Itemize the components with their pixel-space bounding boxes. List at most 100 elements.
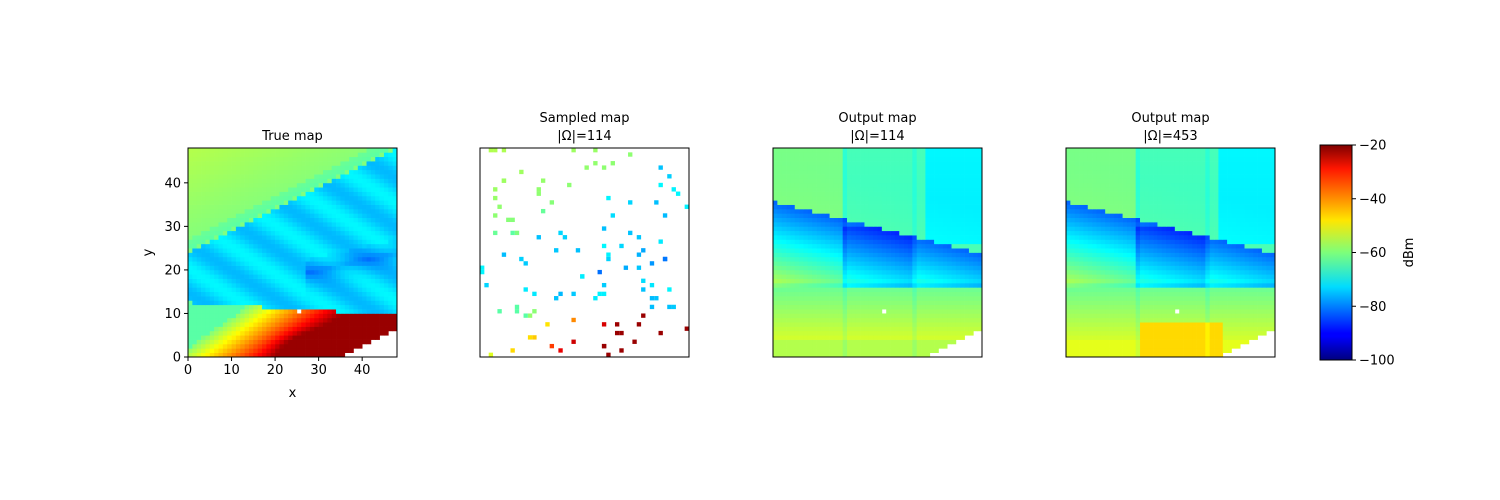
heatmap-cell (209, 265, 215, 271)
heatmap-cell (1105, 330, 1110, 336)
heatmap-cell (820, 252, 826, 258)
heatmap-cell (296, 348, 302, 353)
heatmap-cell (773, 208, 778, 214)
heatmap-cell (1092, 339, 1097, 345)
heatmap-cell (379, 226, 385, 232)
heatmap-cell (847, 222, 852, 227)
heatmap-cell (938, 195, 944, 201)
heatmap-cell (227, 252, 232, 258)
heatmap-cell (973, 217, 978, 223)
heatmap-cell (842, 195, 848, 201)
heatmap-cell (218, 169, 224, 175)
heatmap-cell (877, 309, 883, 314)
heatmap-cell (855, 187, 861, 192)
heatmap-cell (322, 148, 328, 153)
heatmap-cell (807, 335, 813, 340)
heatmap-cell (222, 269, 228, 275)
heatmap-cell (942, 287, 948, 293)
heatmap-cell (1122, 352, 1128, 358)
heatmap-cell (1157, 330, 1163, 336)
sample-point (567, 182, 572, 188)
heatmap-cell (803, 339, 809, 345)
heatmap-cell (947, 213, 952, 219)
heatmap-cell (301, 256, 306, 262)
heatmap-cell (873, 269, 878, 275)
heatmap-cell (881, 178, 887, 184)
heatmap-cell (248, 330, 254, 336)
heatmap-cell (790, 339, 796, 345)
heatmap-cell (253, 230, 259, 236)
heatmap-cell (929, 161, 935, 166)
sample-point (641, 278, 646, 283)
heatmap-cell (392, 230, 398, 236)
heatmap-cell (314, 309, 319, 314)
heatmap-cell (947, 148, 952, 153)
heatmap-cell (327, 278, 333, 284)
heatmap-cell (1214, 335, 1219, 340)
heatmap-cell (1214, 348, 1219, 353)
heatmap-cell (379, 222, 385, 227)
heatmap-cell (327, 165, 333, 171)
heatmap-cell (244, 156, 250, 162)
heatmap-cell (262, 348, 267, 353)
heatmap-cell (1140, 339, 1145, 345)
heatmap-cell (894, 278, 900, 284)
heatmap-cell (379, 252, 385, 258)
heatmap-cell (847, 204, 852, 210)
heatmap-cell (1261, 326, 1267, 332)
heatmap-cell (820, 152, 826, 158)
heatmap-cell (240, 330, 245, 336)
heatmap-cell (192, 200, 198, 205)
heatmap-cell (383, 322, 389, 327)
heatmap-cell (209, 235, 215, 240)
heatmap-cell (977, 317, 983, 323)
heatmap-cell (786, 161, 791, 166)
heatmap-cell (192, 230, 198, 236)
heatmap-cell (235, 282, 241, 288)
heatmap-cell (825, 317, 830, 323)
heatmap-cell (196, 282, 202, 288)
heatmap-cell (188, 161, 193, 166)
heatmap-cell (248, 182, 254, 188)
heatmap-cell (257, 248, 263, 253)
heatmap-cell (916, 313, 922, 319)
heatmap-cell (894, 282, 900, 288)
heatmap-cell (375, 213, 380, 219)
heatmap-cell (288, 326, 293, 332)
heatmap-cell (925, 252, 931, 258)
heatmap-cell (222, 291, 228, 297)
heatmap-cell (899, 304, 904, 310)
heatmap-cell (279, 348, 285, 353)
heatmap-cell (366, 282, 372, 288)
heatmap-cell (907, 239, 913, 245)
heatmap-cell (201, 256, 206, 262)
heatmap-cell (349, 269, 354, 275)
heatmap-cell (340, 352, 346, 358)
heatmap-cell (803, 317, 809, 323)
heatmap-cell (292, 182, 298, 188)
heatmap-cell (262, 291, 267, 297)
heatmap-cell (1196, 335, 1202, 340)
heatmap-cell (964, 156, 970, 162)
heatmap-cell (292, 317, 298, 323)
heatmap-cell (222, 352, 228, 358)
heatmap-cell (829, 313, 835, 319)
heatmap-cell (309, 317, 315, 323)
heatmap-cell (812, 300, 817, 306)
heatmap-cell (296, 195, 302, 201)
heatmap-cell (1174, 339, 1180, 345)
heatmap-cell (362, 230, 367, 236)
heatmap-cell (283, 322, 289, 327)
heatmap-cell (1235, 343, 1241, 349)
heatmap-cell (790, 313, 796, 319)
heatmap-cell (812, 213, 817, 219)
heatmap-cell (253, 187, 259, 192)
heatmap-cell (851, 317, 857, 323)
heatmap-cell (296, 300, 302, 306)
heatmap-cell (192, 148, 198, 153)
heatmap-cell (825, 226, 830, 232)
heatmap-cell (340, 187, 346, 192)
heatmap-cell (794, 187, 800, 192)
heatmap-cell (825, 313, 830, 319)
heatmap-cell (375, 226, 380, 232)
